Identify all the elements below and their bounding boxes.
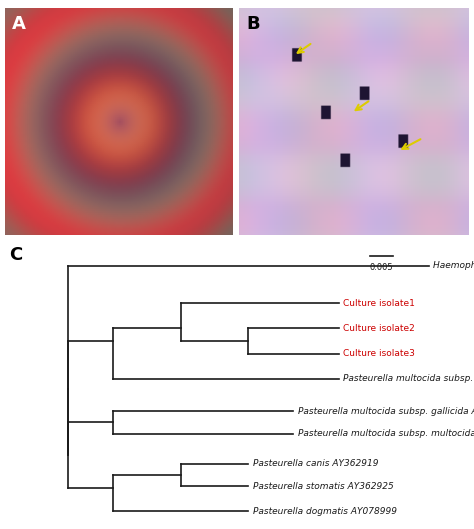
Text: Culture isolate3: Culture isolate3	[343, 349, 415, 358]
Text: Haemophilus influenzae M35019: Haemophilus influenzae M35019	[433, 261, 474, 270]
Text: C: C	[9, 247, 23, 264]
Text: Pasteurella stomatis AY362925: Pasteurella stomatis AY362925	[253, 482, 393, 491]
Text: 0.005: 0.005	[370, 263, 393, 272]
Text: B: B	[246, 15, 260, 33]
Text: Pasteurella canis AY362919: Pasteurella canis AY362919	[253, 459, 378, 468]
Text: Culture isolate2: Culture isolate2	[343, 324, 415, 333]
Text: A: A	[11, 15, 26, 33]
Text: Pasteurella multocida subsp. gallicida AF294412: Pasteurella multocida subsp. gallicida A…	[298, 407, 474, 416]
Text: Pasteurella multocida subsp. septica M75052: Pasteurella multocida subsp. septica M75…	[343, 374, 474, 383]
Text: Pasteurella multocida subsp. multocida AF294410: Pasteurella multocida subsp. multocida A…	[298, 429, 474, 438]
Text: Culture isolate1: Culture isolate1	[343, 299, 415, 308]
Text: Pasteurella dogmatis AY078999: Pasteurella dogmatis AY078999	[253, 507, 397, 516]
